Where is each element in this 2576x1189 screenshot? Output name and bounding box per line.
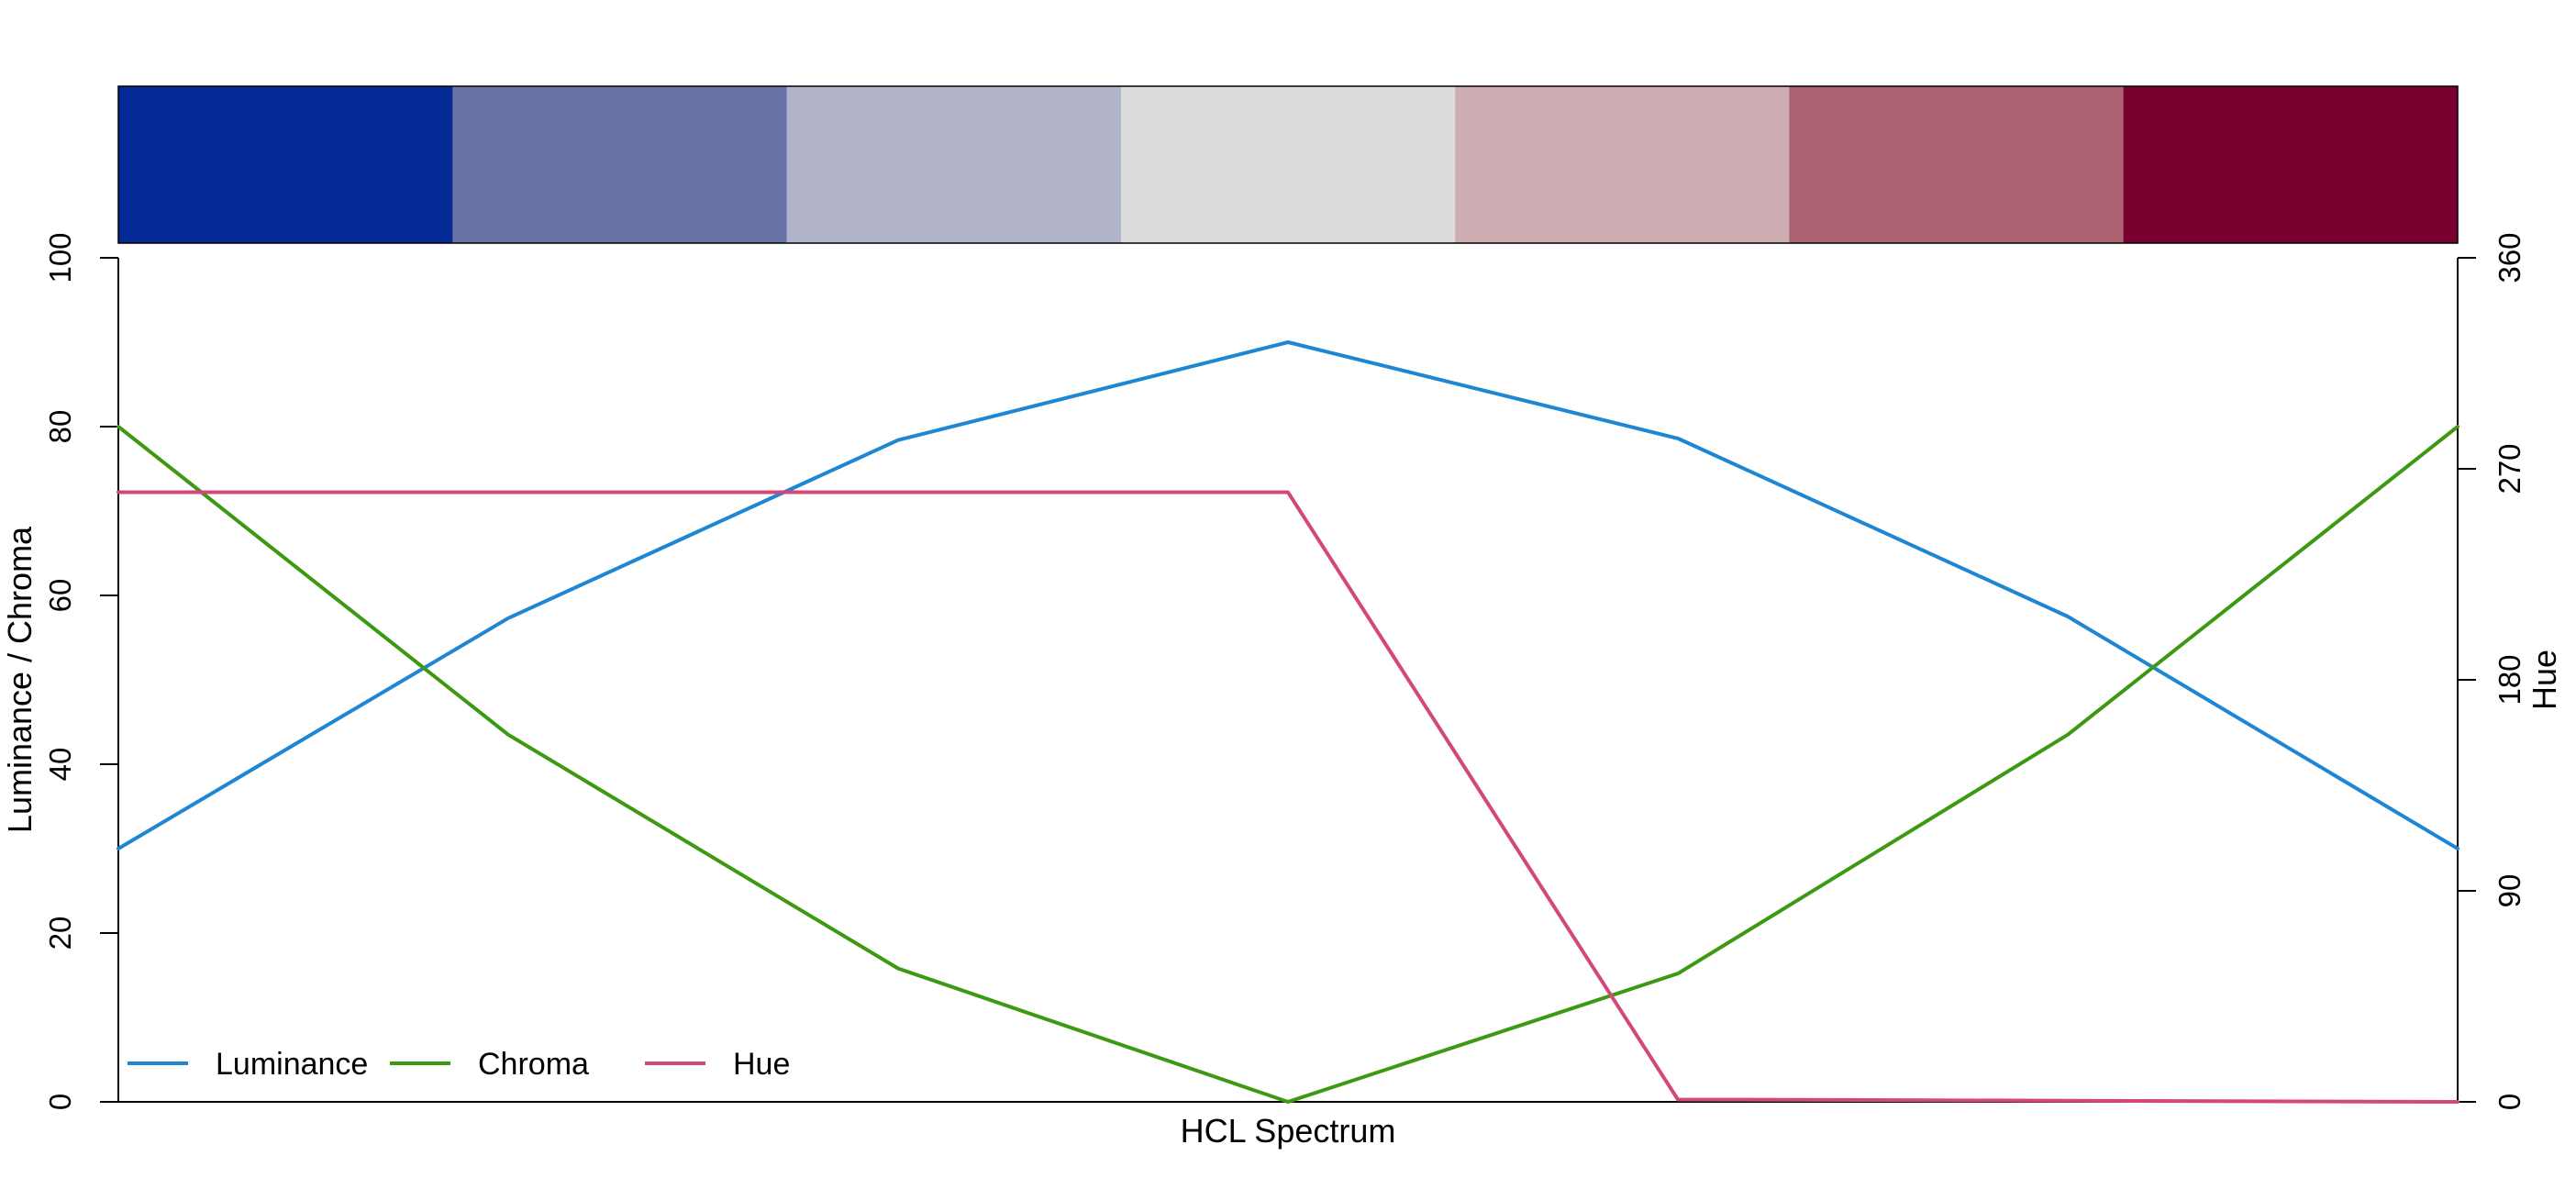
left-y-axis-label: Luminance / Chroma xyxy=(1,526,39,833)
swatch-border xyxy=(117,85,2459,244)
color-swatch xyxy=(1789,86,2125,243)
color-swatch xyxy=(1120,86,1456,243)
series-lines xyxy=(117,340,2459,1104)
right-y-axis-label: Hue xyxy=(2526,650,2563,710)
legend-label-hue: Hue xyxy=(733,1047,790,1082)
legend-label-luminance: Luminance xyxy=(216,1047,368,1082)
plot-frame xyxy=(117,258,2459,1103)
right-y-tick-label: 180 xyxy=(2493,654,2526,705)
series-line-chroma xyxy=(117,425,2459,1104)
color-swatch xyxy=(1455,86,1790,243)
right-y-tick-label: 90 xyxy=(2493,874,2526,908)
right-y-axis: 0 90 180 270 360 xyxy=(2458,232,2526,1110)
x-axis-label: HCL Spectrum xyxy=(1181,1112,1396,1150)
left-y-tick-label: 0 xyxy=(43,1094,77,1110)
left-y-tick-label: 40 xyxy=(43,748,77,782)
left-y-tick-label: 100 xyxy=(43,232,77,283)
series-line-luminance xyxy=(117,340,2459,850)
chart-legend: Luminance Chroma Hue xyxy=(128,1047,790,1082)
series-line-hue xyxy=(117,490,2459,1104)
left-y-tick-label: 60 xyxy=(43,579,77,613)
right-y-tick-label: 270 xyxy=(2493,443,2526,494)
left-y-tick-label: 80 xyxy=(43,410,77,444)
left-y-tick-label: 20 xyxy=(43,917,77,950)
right-y-tick-label: 0 xyxy=(2493,1094,2526,1110)
color-swatch-strip xyxy=(117,85,2459,244)
color-swatch xyxy=(118,86,453,243)
color-swatch xyxy=(452,86,788,243)
color-swatch xyxy=(786,86,1122,243)
left-y-axis: 0 20 40 60 80 100 xyxy=(43,232,118,1110)
legend-label-chroma: Chroma xyxy=(478,1047,589,1082)
color-swatch xyxy=(2123,86,2459,243)
right-y-tick-label: 360 xyxy=(2493,232,2526,283)
